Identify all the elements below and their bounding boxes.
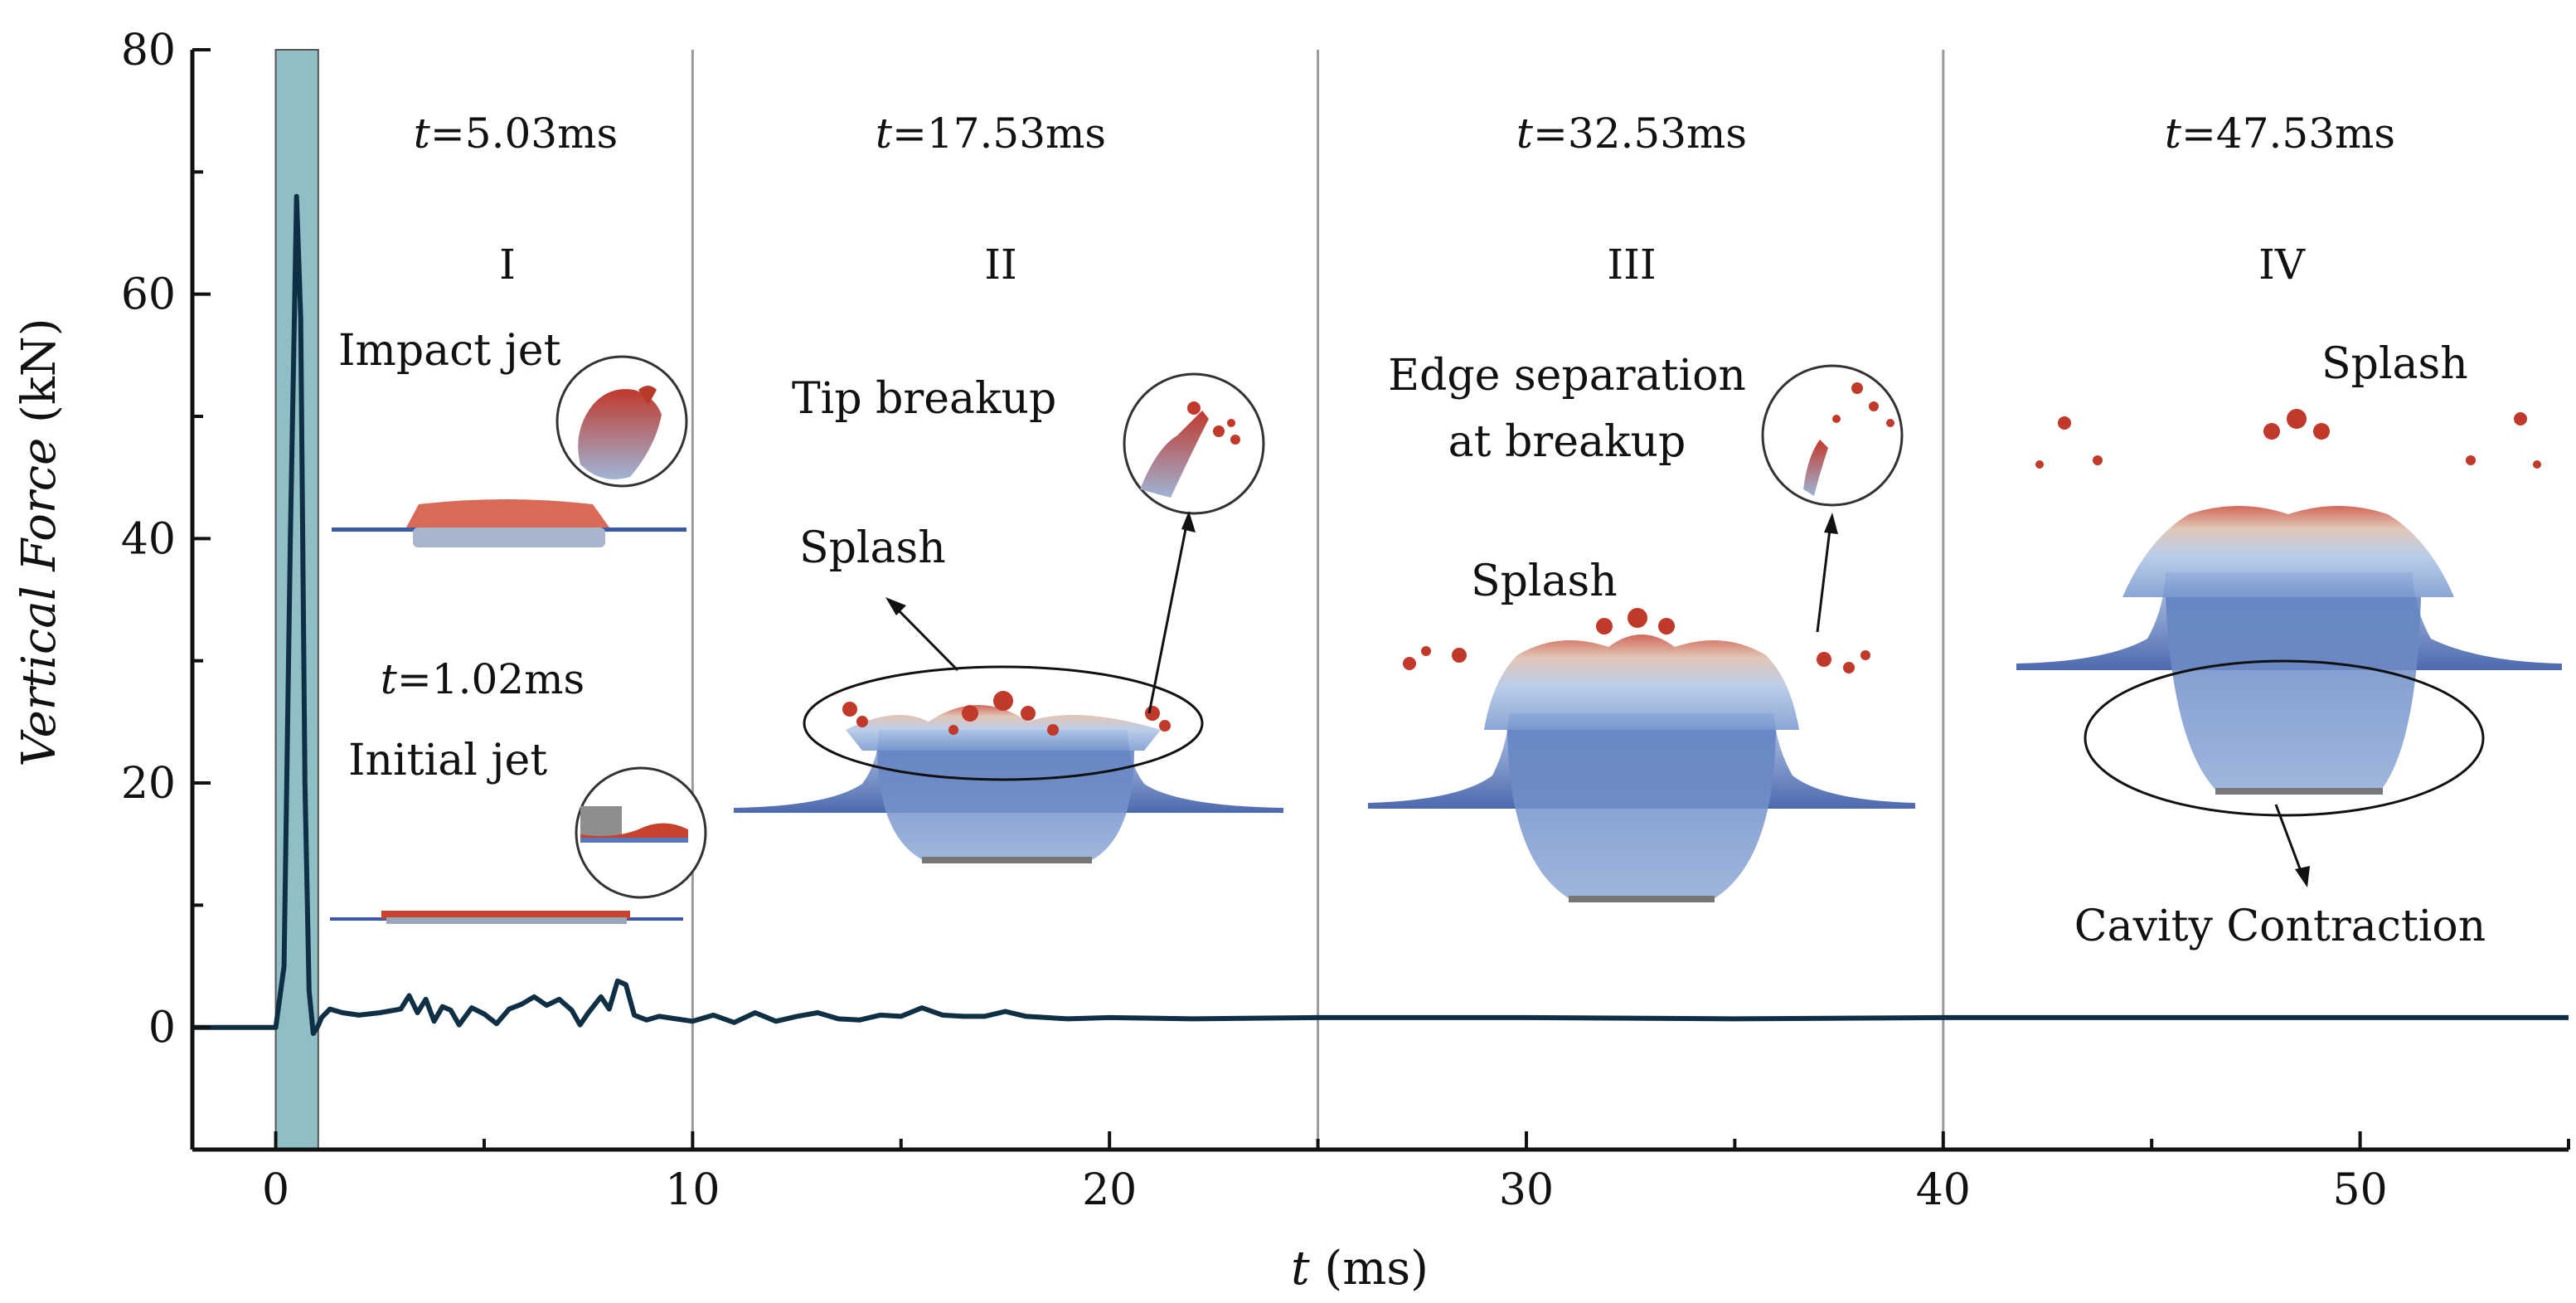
time-label-phase-IV: t=47.53ms — [2165, 109, 2395, 158]
label-at-breakup: at breakup — [1448, 417, 1686, 467]
label-tip-breakup: Tip breakup — [792, 374, 1056, 424]
x-tick-label: 50 — [2333, 1165, 2388, 1215]
vertical-force-line — [192, 193, 2569, 1036]
time-label-initial: t=1.02ms — [381, 655, 585, 703]
time-label-phase-II: t=17.53ms — [876, 109, 1106, 158]
phase-IV-splash-illustration — [2016, 409, 2562, 887]
label-splash-phase-III: Splash — [1471, 557, 1618, 606]
label-edge-separation: Edge separation — [1388, 351, 1746, 401]
y-tick-label: 20 — [121, 759, 176, 809]
x-tick-label: 0 — [262, 1165, 289, 1215]
label-impact-jet: Impact jet — [338, 326, 561, 376]
x-axis-title: t (ms) — [1291, 1242, 1429, 1296]
phase-boundaries — [691, 50, 1945, 1150]
label-splash-phase-IV: Splash — [2321, 339, 2468, 389]
time-label-phase-III: t=32.53ms — [1516, 109, 1747, 158]
y-tick-label: 80 — [121, 26, 176, 75]
phase-label-II: II — [984, 241, 1017, 289]
x-tick-label: 40 — [1916, 1165, 1971, 1215]
phase-II-splash-illustration — [734, 372, 1283, 863]
x-tick-label: 30 — [1499, 1165, 1554, 1215]
phase-III-splash-illustration — [1368, 364, 1915, 902]
phase-label-III: III — [1607, 241, 1656, 289]
label-initial-jet: Initial jet — [348, 736, 547, 785]
phase-I-impact-illustration — [332, 355, 688, 547]
label-cavity-contraction: Cavity Contraction — [2074, 902, 2486, 951]
phase-label-IV: IV — [2258, 241, 2306, 289]
x-tick-label: 10 — [665, 1165, 720, 1215]
y-tick-label: 60 — [121, 270, 176, 320]
x-tick-label: 20 — [1082, 1165, 1137, 1215]
time-label-phase-I: t=5.03ms — [414, 109, 618, 158]
label-splash-phase-II: Splash — [799, 523, 946, 573]
y-tick-label: 0 — [148, 1004, 176, 1053]
phase-label-I: I — [499, 241, 516, 289]
y-axis-title: Vertical Force (kN) — [12, 318, 66, 766]
y-tick-label: 40 — [121, 514, 176, 564]
axes-frame — [190, 50, 2569, 1152]
phase-I-initial-illustration — [330, 766, 707, 924]
axis-ticks: 0 10 20 30 40 50 0 20 40 60 80 — [121, 26, 2570, 1215]
